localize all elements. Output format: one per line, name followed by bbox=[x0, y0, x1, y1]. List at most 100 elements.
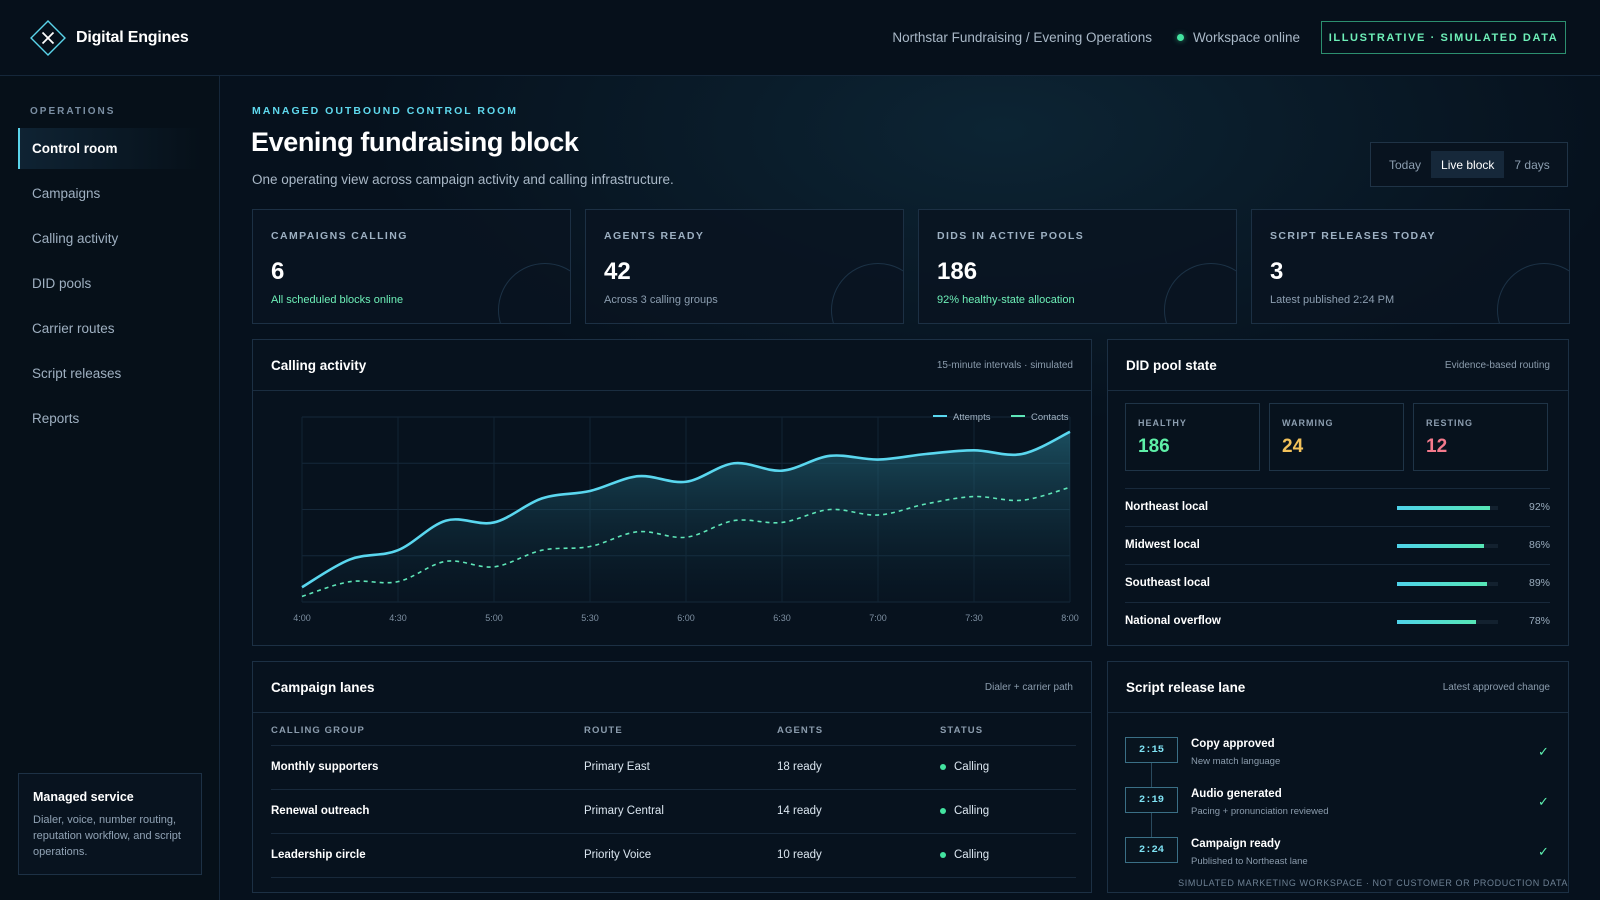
x-tick-label: 6:00 bbox=[677, 613, 695, 623]
pool-health-bar bbox=[1397, 620, 1498, 624]
kpi-value: 42 bbox=[604, 258, 631, 285]
x-tick-label: 8:00 bbox=[1061, 613, 1079, 623]
check-icon: ✓ bbox=[1538, 744, 1549, 759]
release-step-title: Audio generated bbox=[1191, 788, 1282, 800]
sidebar-item-did-pools[interactable]: DID pools bbox=[18, 263, 202, 304]
x-axis-ticks: 4:00 4:30 5:00 5:30 6:00 6:30 7:00 7:30 8:00 bbox=[293, 613, 1079, 623]
sidebar-item-calling-activity[interactable]: Calling activity bbox=[18, 218, 202, 259]
x-tick-label: 4:00 bbox=[293, 613, 311, 623]
brand[interactable]: Digital Engines bbox=[28, 18, 189, 58]
sidebar-item-label: Script releases bbox=[32, 366, 122, 381]
breadcrumb[interactable]: Northstar Fundraising / Evening Operatio… bbox=[892, 30, 1152, 45]
panel-title: DID pool state bbox=[1126, 358, 1217, 373]
pool-health-bar bbox=[1397, 582, 1498, 586]
pool-health-bar-fill bbox=[1397, 620, 1476, 624]
release-step-title: Campaign ready bbox=[1191, 838, 1281, 850]
sidebar-item-control-room[interactable]: Control room bbox=[18, 128, 202, 169]
release-connector bbox=[1151, 813, 1152, 837]
x-tick-label: 5:00 bbox=[485, 613, 503, 623]
release-step-title: Copy approved bbox=[1191, 738, 1275, 750]
sidebar-item-label: Reports bbox=[32, 411, 80, 426]
column-header-agents[interactable]: AGENTS bbox=[777, 725, 824, 736]
x-tick-label: 4:30 bbox=[389, 613, 407, 623]
cell-status: Calling bbox=[940, 761, 989, 773]
pool-state-resting[interactable]: RESTING 12 bbox=[1413, 403, 1548, 471]
pool-row-northeast[interactable]: Northeast local 92% bbox=[1125, 488, 1550, 526]
decorative-ring bbox=[831, 263, 903, 323]
decorative-ring bbox=[1164, 263, 1236, 323]
workspace-status-label: Workspace online bbox=[1192, 30, 1300, 45]
panel-header: Script release lane Latest approved chan… bbox=[1108, 662, 1568, 713]
sidebar-item-label: Control room bbox=[32, 141, 118, 156]
decorative-ring bbox=[1497, 263, 1569, 323]
pool-row-national-overflow[interactable]: National overflow 78% bbox=[1125, 602, 1550, 640]
cell-status: Calling bbox=[940, 849, 989, 861]
panel-title: Campaign lanes bbox=[271, 680, 375, 695]
cell-calling-group: Leadership circle bbox=[271, 849, 366, 861]
table-divider bbox=[271, 745, 1076, 746]
pool-state-label: RESTING bbox=[1426, 418, 1474, 428]
range-option-live-block[interactable]: Live block bbox=[1431, 151, 1505, 178]
sidebar-item-label: Carrier routes bbox=[32, 321, 115, 336]
kpi-card-agents-ready[interactable]: AGENTS READY 42 Across 3 calling groups bbox=[585, 209, 904, 324]
footer-disclaimer: SIMULATED MARKETING WORKSPACE · NOT CUST… bbox=[1178, 878, 1568, 888]
kpi-value: 186 bbox=[937, 258, 978, 285]
legend-label-attempts: Attempts bbox=[953, 412, 991, 423]
release-time: 2:15 bbox=[1125, 737, 1178, 763]
did-pool-panel: DID pool state Evidence-based routing bbox=[1107, 339, 1569, 646]
panel-meta: Latest approved change bbox=[1442, 682, 1550, 693]
attempts-area bbox=[302, 431, 1070, 602]
pool-name: National overflow bbox=[1125, 615, 1221, 627]
range-option-today[interactable]: Today bbox=[1389, 157, 1422, 172]
panel-meta: 15-minute intervals · simulated bbox=[936, 360, 1073, 371]
cell-calling-group: Renewal outreach bbox=[271, 805, 370, 817]
cell-route: Primary East bbox=[584, 761, 650, 773]
column-header-status[interactable]: STATUS bbox=[940, 725, 984, 736]
cell-status: Calling bbox=[940, 805, 989, 817]
pool-state-healthy[interactable]: HEALTHY 186 bbox=[1125, 403, 1260, 471]
panel-title: Calling activity bbox=[271, 358, 367, 373]
status-dot-icon bbox=[940, 808, 946, 814]
sidebar-heading: OPERATIONS bbox=[30, 106, 116, 117]
status-dot-icon bbox=[940, 852, 946, 858]
x-tick-label: 5:30 bbox=[581, 613, 599, 623]
pool-state-warming[interactable]: WARMING 24 bbox=[1269, 403, 1404, 471]
pool-percent: 86% bbox=[1528, 539, 1550, 551]
sidebar-item-script-releases[interactable]: Script releases bbox=[18, 353, 202, 394]
calling-activity-panel: Calling activity 15-minute intervals · s… bbox=[252, 339, 1092, 646]
x-tick-label: 7:30 bbox=[965, 613, 983, 623]
brand-name: Digital Engines bbox=[76, 29, 189, 46]
sidebar-item-reports[interactable]: Reports bbox=[18, 398, 202, 439]
kpi-note: Latest published 2:24 PM bbox=[1270, 294, 1395, 306]
managed-service-description: Dialer, voice, number routing, reputatio… bbox=[33, 814, 181, 858]
pool-state-value: 186 bbox=[1138, 436, 1170, 457]
sidebar-item-carrier-routes[interactable]: Carrier routes bbox=[18, 308, 202, 349]
x-tick-label: 6:30 bbox=[773, 613, 791, 623]
kpi-label: AGENTS READY bbox=[604, 230, 705, 242]
release-connector bbox=[1151, 763, 1152, 787]
kpi-label: DIDS IN ACTIVE POOLS bbox=[937, 230, 1085, 242]
kpi-note: Across 3 calling groups bbox=[604, 294, 718, 306]
panel-header: Calling activity 15-minute intervals · s… bbox=[253, 340, 1091, 391]
simulated-data-badge: ILLUSTRATIVE · SIMULATED DATA bbox=[1321, 21, 1566, 54]
pool-row-midwest[interactable]: Midwest local 86% bbox=[1125, 526, 1550, 564]
panel-meta: Evidence-based routing bbox=[1444, 360, 1550, 371]
cell-agents: 18 ready bbox=[777, 761, 822, 773]
kpi-card-dids-active-pools[interactable]: DIDS IN ACTIVE POOLS 186 92% healthy-sta… bbox=[918, 209, 1237, 324]
column-header-route[interactable]: ROUTE bbox=[584, 725, 623, 736]
range-option-7-days[interactable]: 7 days bbox=[1514, 157, 1550, 172]
campaign-lanes-panel: Campaign lanes Dialer + carrier path bbox=[252, 661, 1092, 893]
sidebar: OPERATIONS Control room Campaigns Callin… bbox=[0, 76, 220, 900]
cell-calling-group: Monthly supporters bbox=[271, 761, 379, 773]
sidebar-item-campaigns[interactable]: Campaigns bbox=[18, 173, 202, 214]
pool-row-southeast[interactable]: Southeast local 89% bbox=[1125, 564, 1550, 602]
x-diamond-icon bbox=[28, 18, 68, 58]
managed-service-title: Managed service bbox=[33, 790, 134, 804]
column-header-calling-group[interactable]: CALLING GROUP bbox=[271, 725, 365, 736]
status-dot-icon bbox=[940, 764, 946, 770]
script-release-panel: Script release lane Latest approved chan… bbox=[1107, 661, 1569, 893]
cell-route: Primary Central bbox=[584, 805, 664, 817]
kpi-card-campaigns-calling[interactable]: CAMPAIGNS CALLING 6 All scheduled blocks… bbox=[252, 209, 571, 324]
decorative-ring bbox=[498, 263, 570, 323]
kpi-card-script-releases[interactable]: SCRIPT RELEASES TODAY 3 Latest published… bbox=[1251, 209, 1570, 324]
